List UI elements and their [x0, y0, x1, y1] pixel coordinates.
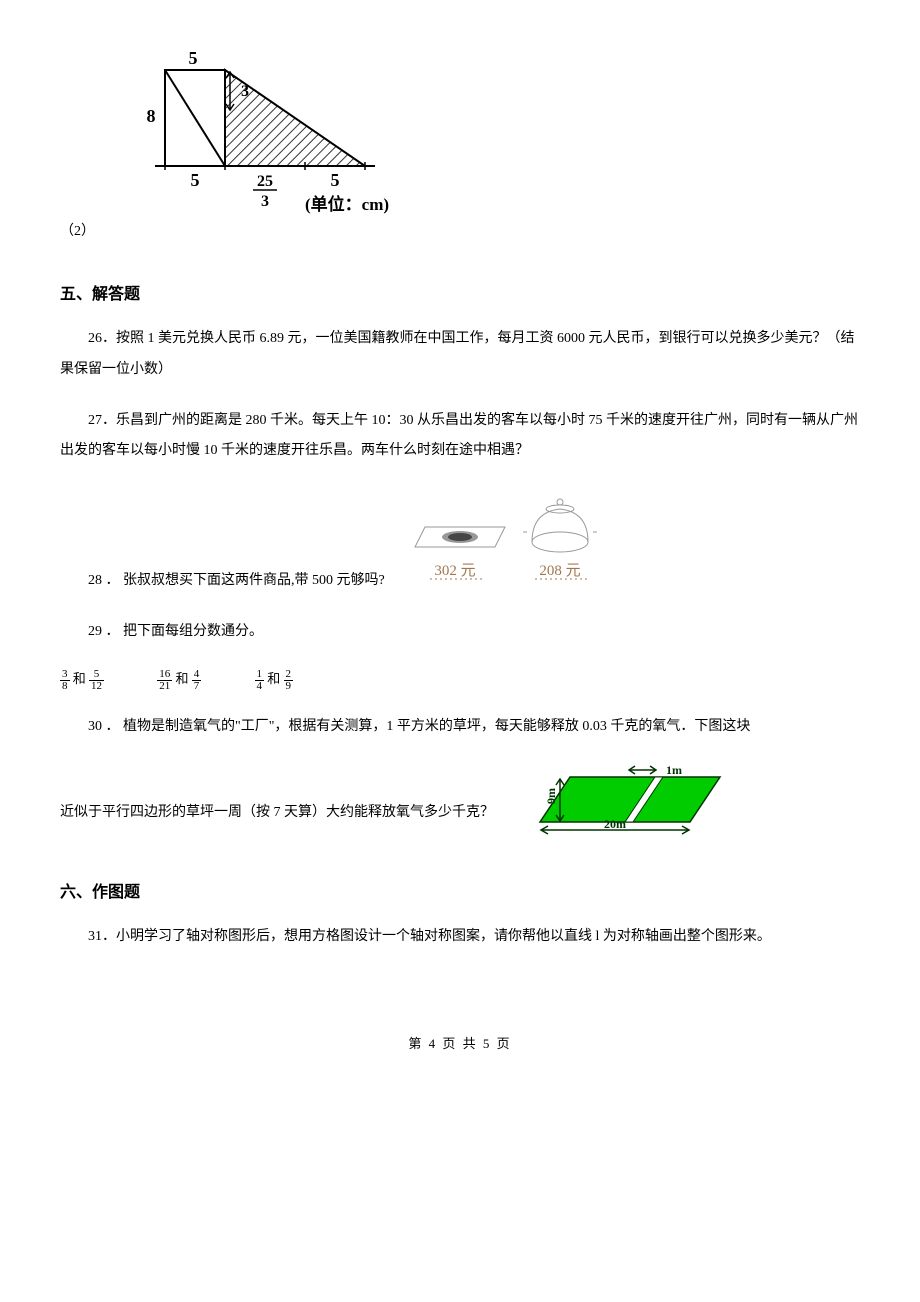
q30-left-label: 9m: [544, 788, 558, 804]
section-6-heading: 六、作图题: [60, 878, 860, 902]
question-29-text: 29 ． 把下面每组分数通分。: [60, 617, 860, 648]
page-footer: 第 4 页 共 5 页: [60, 1033, 860, 1052]
fig2-bottom-right: 5: [331, 170, 340, 190]
fig2-bottom-left: 5: [191, 170, 200, 190]
question-30-figure: 1m 9m 20m: [500, 762, 730, 842]
question-30-text-a: 30 ． 植物是制造氧气的"工厂"，根据有关测算，1 平方米的草坪，每天能够释放…: [60, 712, 860, 743]
frac-group-1: 1621 和 47: [157, 668, 201, 692]
frac-group-2: 14 和 29: [255, 668, 294, 692]
question-30-text-b: 近似于平行四边形的草坪一周（按 7 天算）大约能释放氧气多少千克？: [60, 798, 494, 829]
q30-top-label: 1m: [666, 763, 682, 777]
q28-price-right: 208 元: [539, 563, 580, 579]
q28-price-left: 302 元: [434, 563, 475, 579]
frac-group-0: 38 和 512: [60, 668, 104, 692]
question-28-text: 28 ． 张叔叔想买下面这两件商品,带 500 元够吗?: [60, 566, 385, 597]
question-28-row: 28 ． 张叔叔想买下面这两件商品,带 500 元够吗? 302 元 208 元: [60, 487, 860, 597]
fig2-top-label: 5: [189, 50, 198, 68]
figure-2-svg: 5 8 3 5 5 25 3 (单位：cm): [105, 50, 425, 250]
section-5-heading: 五、解答题: [60, 280, 860, 304]
figure-2-label: （2）: [60, 220, 95, 240]
question-31: 31．小明学习了轴对称图形后，想用方格图设计一个轴对称图案，请你帮他以直线 l …: [60, 922, 860, 953]
question-26: 26．按照 1 美元兑换人民币 6.89 元，一位美国籍教师在中国工作，每月工资…: [60, 324, 860, 386]
question-30-row: 近似于平行四边形的草坪一周（按 7 天算）大约能释放氧气多少千克？ 1m 9m …: [60, 762, 860, 848]
fig2-unit: (单位：cm): [305, 194, 389, 214]
fig2-inner-label: 3: [241, 83, 249, 100]
fig2-frac-num: 25: [257, 173, 273, 190]
q30-bottom-label: 20m: [604, 817, 626, 831]
question-28-figure: 302 元 208 元: [395, 487, 625, 597]
question-29-fractions: 38 和 512 1621 和 47 14 和 29: [60, 668, 860, 692]
fig2-frac-den: 3: [261, 193, 269, 210]
question-27: 27．乐昌到广州的距离是 280 千米。每天上午 10：30 从乐昌出发的客车以…: [60, 406, 860, 468]
fig2-left-label: 8: [147, 106, 156, 126]
figure-2-row: （2） 5: [60, 50, 860, 250]
